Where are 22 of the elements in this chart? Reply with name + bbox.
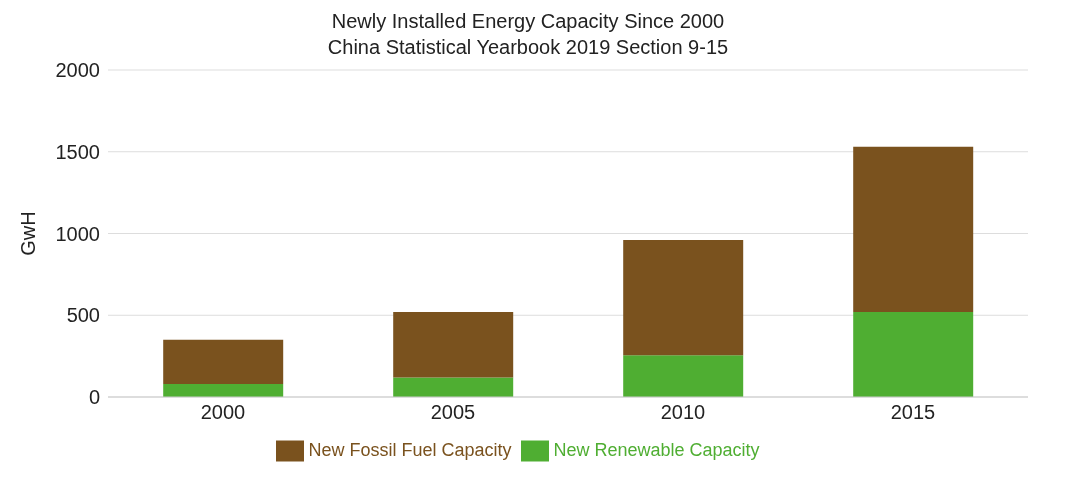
x-tick-label: 2005 — [430, 401, 476, 424]
y-tick-label: 1500 — [55, 140, 100, 163]
chart-title: Newly Installed Energy Capacity Since 2000 — [330, 9, 726, 34]
y-tick-label: 1000 — [55, 222, 100, 245]
bar — [163, 339, 284, 384]
legend-label: New Renewable Capacity — [553, 439, 760, 460]
bar — [393, 311, 514, 378]
y-tick-label: 2000 — [55, 59, 100, 82]
bar — [623, 240, 744, 356]
x-tick-label: 2000 — [200, 401, 246, 424]
bar — [623, 355, 744, 397]
y-tick-label: 0 — [88, 386, 100, 409]
legend-label: New Fossil Fuel Capacity — [308, 439, 512, 460]
x-tick-label: 2015 — [890, 401, 936, 424]
y-tick-label: 500 — [66, 304, 100, 327]
y-axis-title: GwH — [17, 211, 40, 256]
bar — [853, 146, 974, 312]
bar — [853, 311, 974, 397]
x-tick-label: 2010 — [660, 401, 706, 424]
bar — [393, 377, 514, 397]
chart-subtitle: China Statistical Yearbook 2019 Section 9-15 — [326, 35, 730, 60]
bar — [163, 383, 284, 397]
